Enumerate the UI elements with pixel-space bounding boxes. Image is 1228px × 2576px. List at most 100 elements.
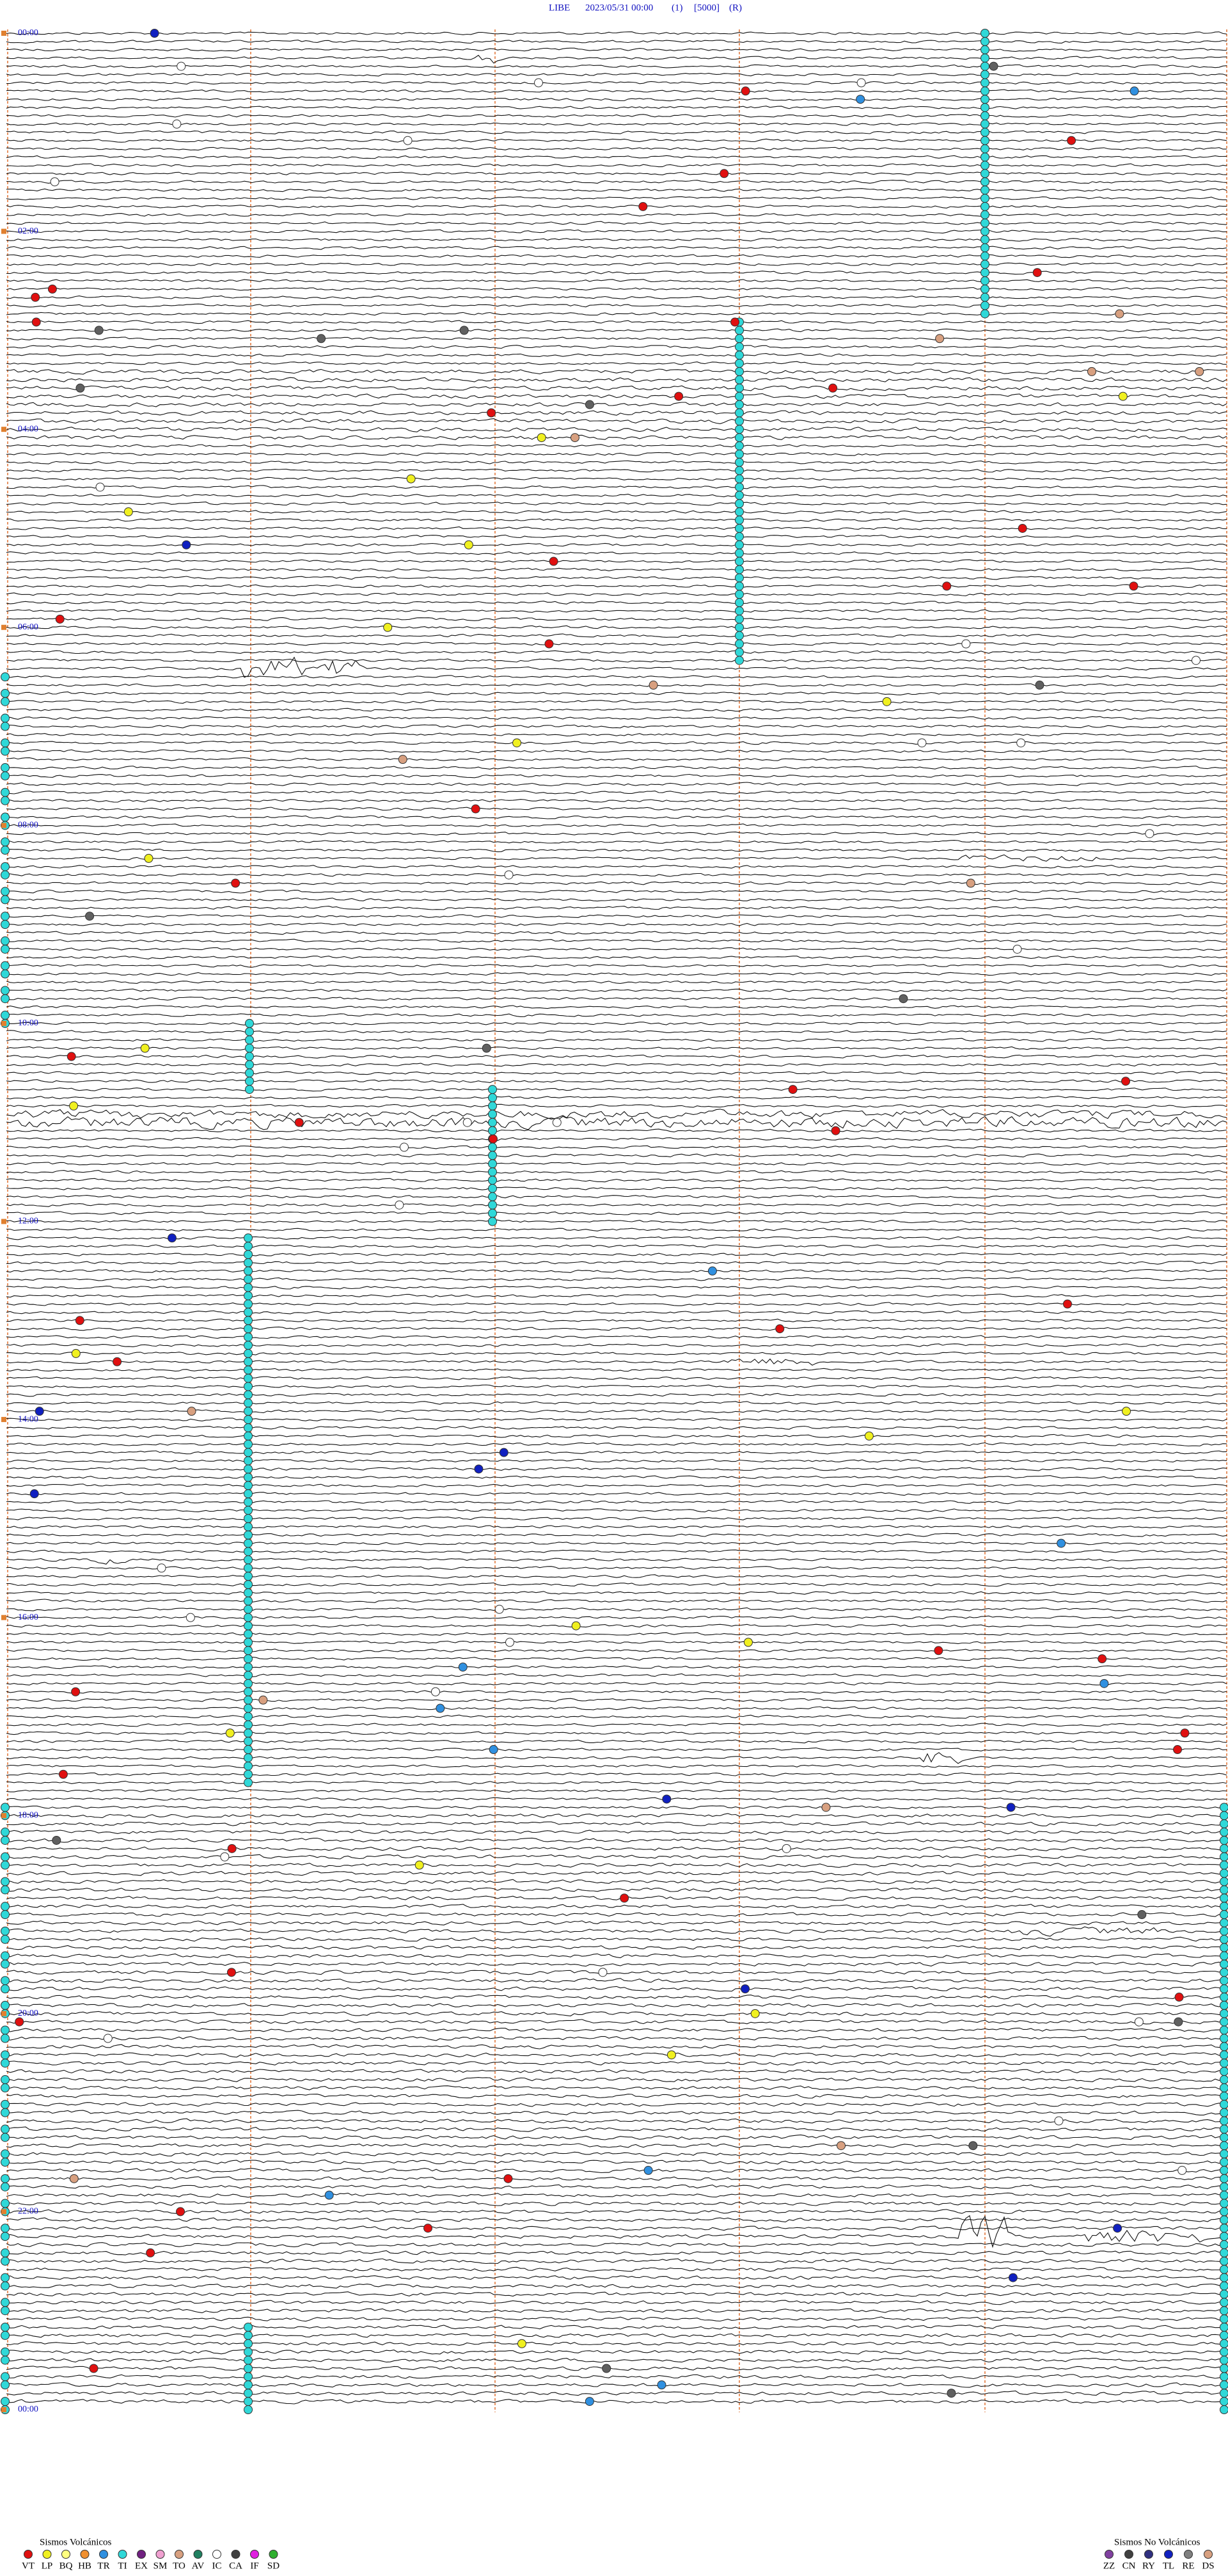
trace [6, 551, 1227, 555]
event-marker [1067, 136, 1076, 145]
trace [6, 1434, 1227, 1438]
event-marker [245, 1077, 254, 1086]
event-marker [244, 1233, 253, 1243]
event-marker [1, 2025, 10, 2035]
trace [6, 873, 1227, 877]
trace [6, 1285, 1227, 1290]
event-marker [1220, 2372, 1228, 2382]
event-marker [1220, 1951, 1228, 1961]
legend-code: TI [118, 2561, 127, 2571]
event-marker [980, 136, 989, 145]
trace [6, 2003, 1227, 2008]
event-marker [1173, 1745, 1183, 1755]
trace [6, 1582, 1227, 1587]
event-marker [1220, 2248, 1228, 2257]
trace [6, 1879, 1227, 1885]
event-marker [735, 557, 744, 566]
trace [6, 444, 1227, 448]
event-marker [244, 1687, 253, 1696]
event-marker [1177, 2165, 1187, 2175]
event-marker [1, 697, 10, 706]
event-marker [1, 2083, 10, 2092]
event-marker [730, 317, 740, 327]
hour-tick [1, 2209, 6, 2215]
event-marker [244, 2405, 253, 2414]
trace [6, 576, 1227, 580]
trace [6, 1244, 1227, 1248]
event-marker [1, 1934, 10, 1944]
legend-code: IC [212, 2561, 222, 2571]
event-marker [735, 425, 744, 434]
event-marker [980, 111, 989, 120]
trace [6, 271, 1227, 275]
trace [6, 1797, 1227, 1801]
event-marker [244, 1513, 253, 1523]
event-marker [1099, 1679, 1109, 1688]
event-marker [735, 400, 744, 409]
trace [6, 1986, 1227, 1992]
event-marker [187, 1407, 196, 1416]
event-marker [172, 119, 182, 129]
trace [6, 393, 1227, 399]
event-marker [1220, 1811, 1228, 1821]
trace [6, 1170, 1227, 1174]
event-marker [1, 771, 10, 780]
event-marker [487, 408, 496, 418]
hour-tick [1, 823, 6, 828]
trace [6, 1747, 1227, 1751]
event-marker [662, 1794, 672, 1804]
legend-dot [1124, 2550, 1133, 2559]
event-marker [244, 1340, 253, 1350]
trace [6, 106, 1227, 109]
event-marker [1, 920, 10, 929]
trace [6, 1252, 1227, 1256]
event-marker [94, 326, 104, 335]
trace [6, 2374, 1227, 2380]
trace [6, 559, 1227, 564]
trace [6, 97, 1227, 102]
event-marker [517, 2339, 526, 2348]
event-marker [1220, 2025, 1228, 2035]
event-marker [1, 747, 10, 756]
trace [6, 988, 1227, 993]
trace [6, 1211, 1227, 1215]
event-marker [1, 2099, 10, 2109]
event-marker [244, 1415, 253, 1425]
event-marker [1, 2224, 10, 2233]
event-marker [1, 944, 10, 954]
trace [6, 279, 1227, 283]
event-marker [488, 1109, 497, 1119]
event-marker [1087, 367, 1097, 376]
trace [6, 1953, 1227, 1959]
trace [6, 2118, 1227, 2124]
trace [6, 832, 1227, 835]
event-marker [735, 334, 744, 344]
event-marker [1006, 1803, 1016, 1812]
event-marker [244, 1538, 253, 1548]
event-marker [1, 1951, 10, 1961]
event-marker [383, 622, 393, 632]
mode: (R) [729, 3, 742, 13]
legend-dot [1204, 2550, 1213, 2559]
event-marker [244, 1580, 253, 1590]
trace [6, 1153, 1227, 1158]
event-marker [741, 1984, 750, 1994]
hour-label: 16:00 [18, 1613, 38, 1622]
event-marker [1220, 2264, 1228, 2274]
trace [6, 2382, 1227, 2388]
legend-code: RY [1142, 2561, 1155, 2571]
trace [6, 1961, 1227, 1967]
trace [6, 221, 1227, 225]
trace [6, 295, 1227, 299]
event-marker [735, 383, 744, 393]
event-marker [414, 1860, 424, 1870]
event-marker [220, 1852, 230, 1861]
event-marker [735, 516, 744, 525]
event-marker [244, 1299, 253, 1309]
event-marker [244, 1464, 253, 1474]
trace [6, 823, 1227, 827]
event-marker [244, 1373, 253, 1383]
event-marker [1, 2330, 10, 2340]
event-marker [1, 2075, 10, 2085]
hour-label: 10:00 [18, 1018, 38, 1028]
